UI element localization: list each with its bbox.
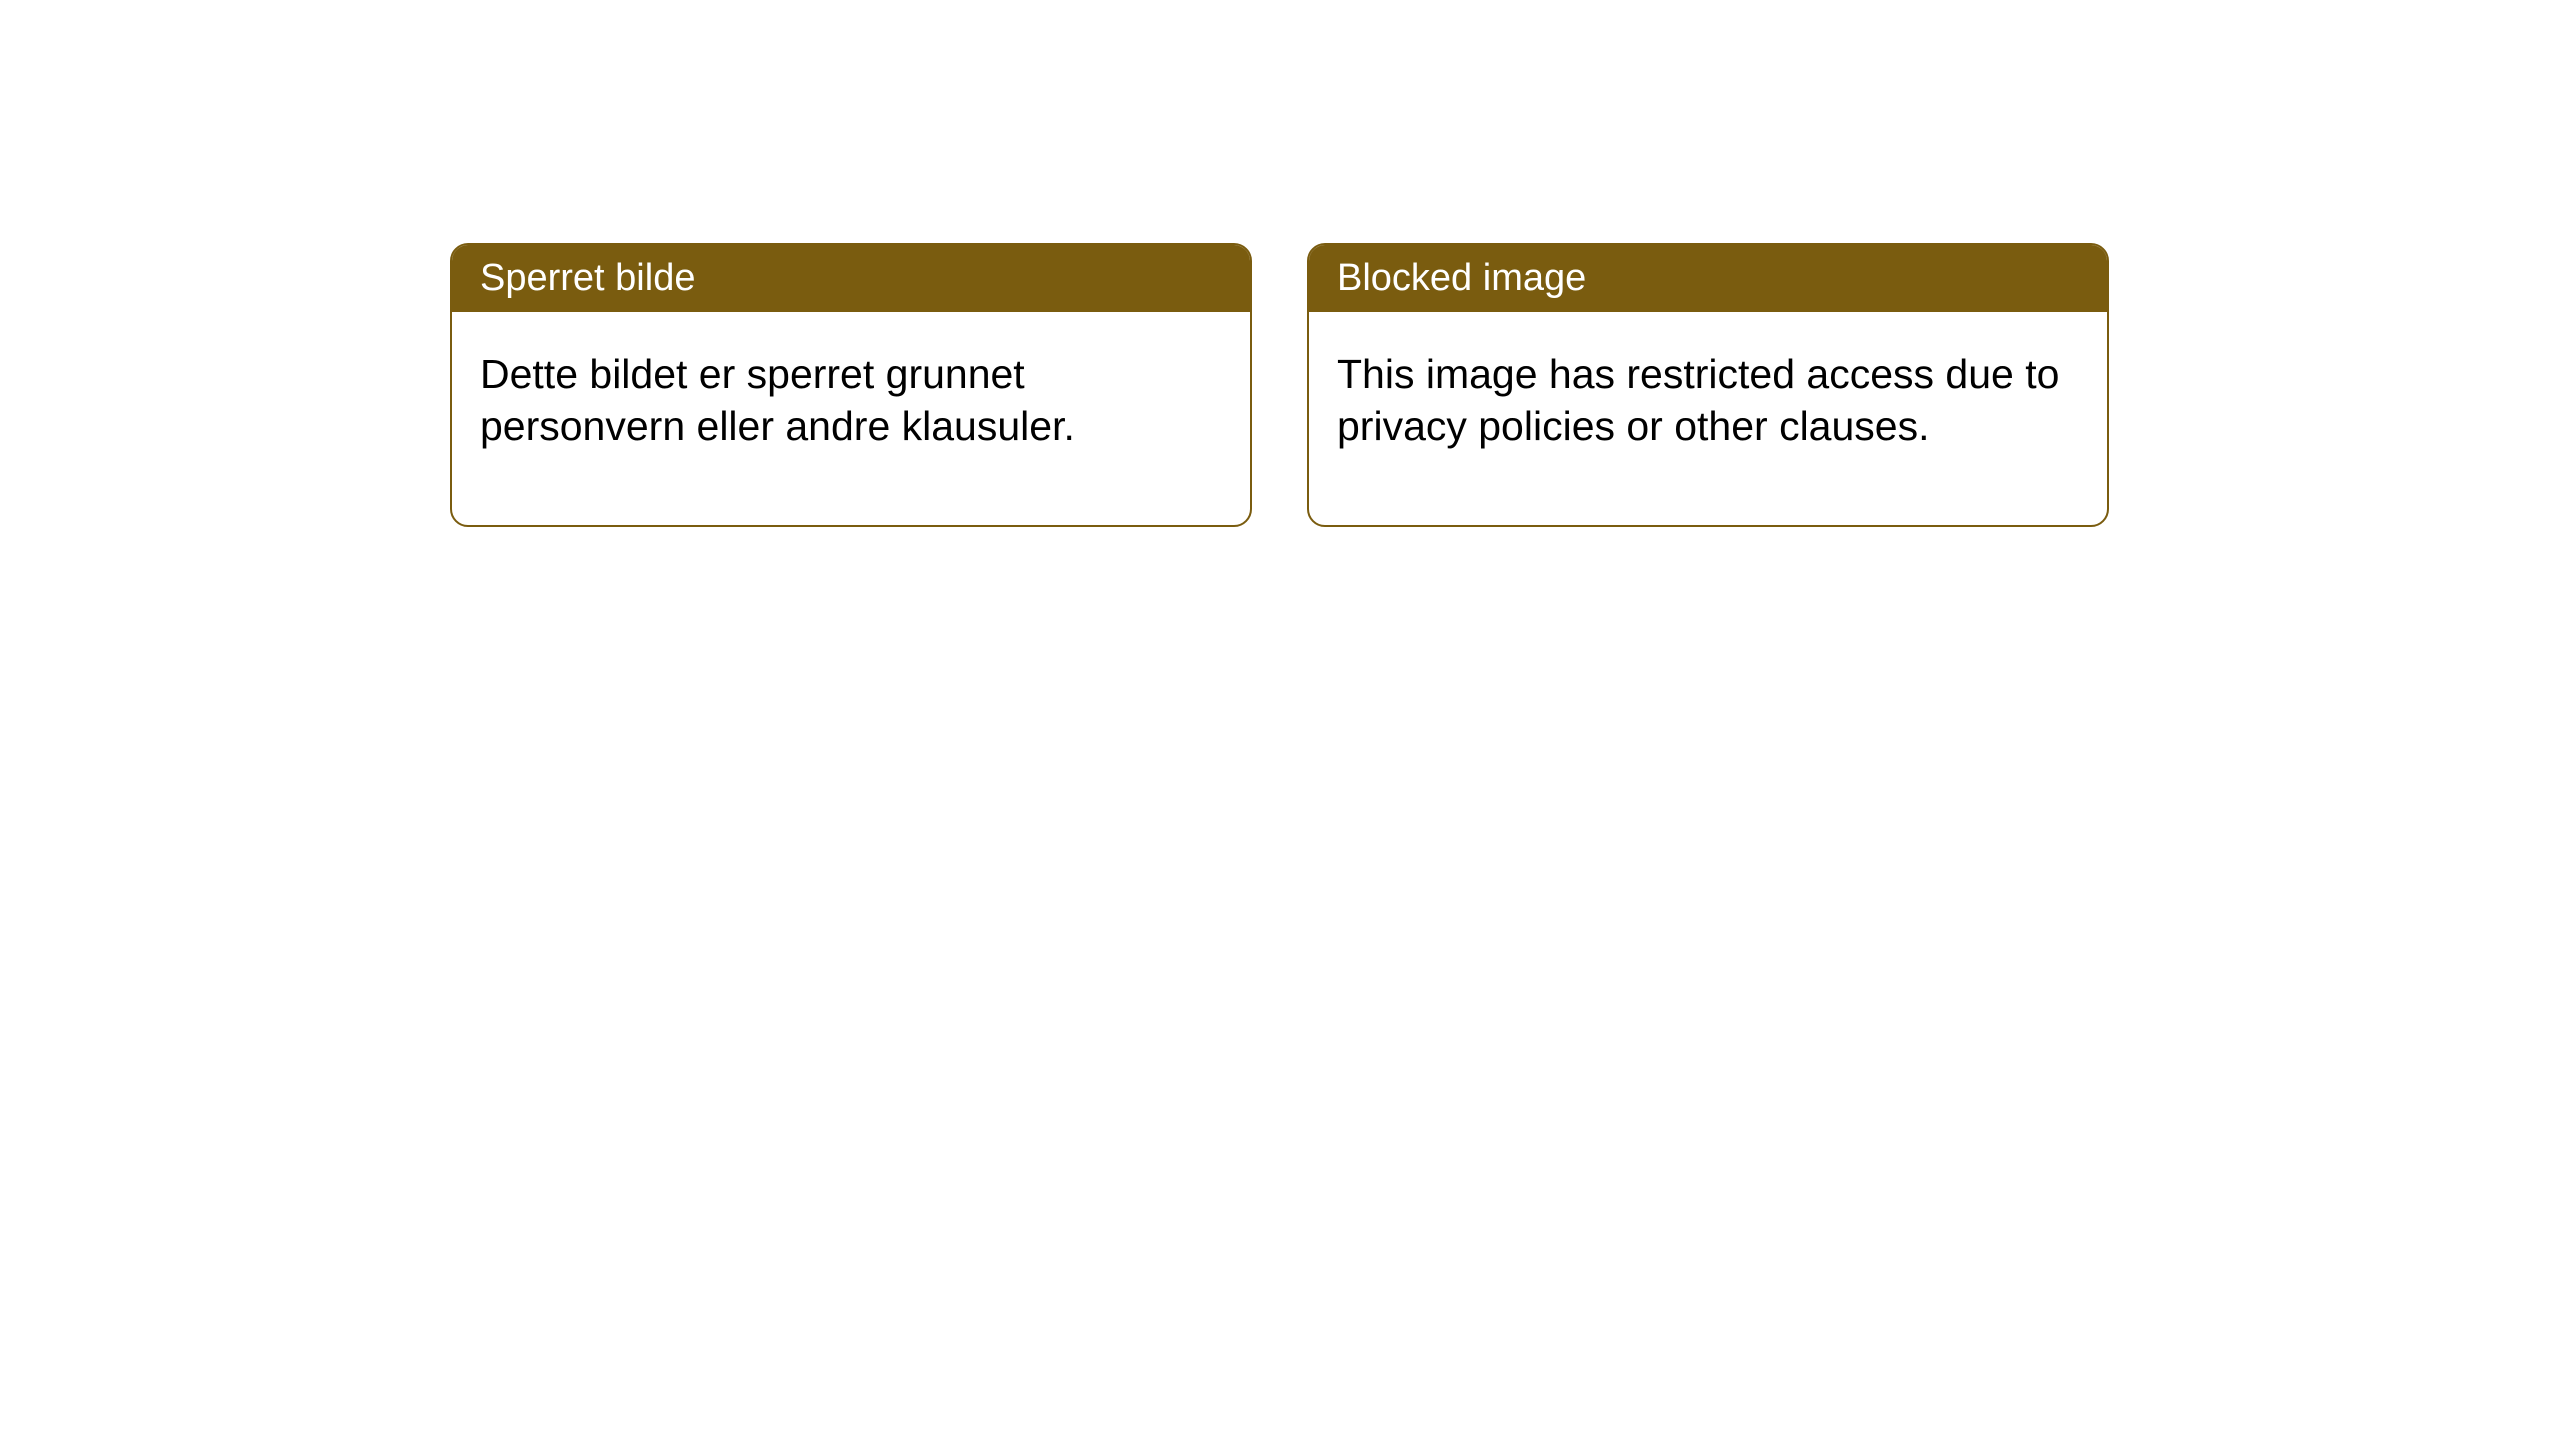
notice-card-norwegian: Sperret bilde Dette bildet er sperret gr… [450,243,1252,527]
notice-header: Blocked image [1309,245,2107,312]
notice-card-english: Blocked image This image has restricted … [1307,243,2109,527]
notice-body: Dette bildet er sperret grunnet personve… [452,312,1250,525]
notice-header: Sperret bilde [452,245,1250,312]
notice-container: Sperret bilde Dette bildet er sperret gr… [450,243,2109,527]
notice-body: This image has restricted access due to … [1309,312,2107,525]
